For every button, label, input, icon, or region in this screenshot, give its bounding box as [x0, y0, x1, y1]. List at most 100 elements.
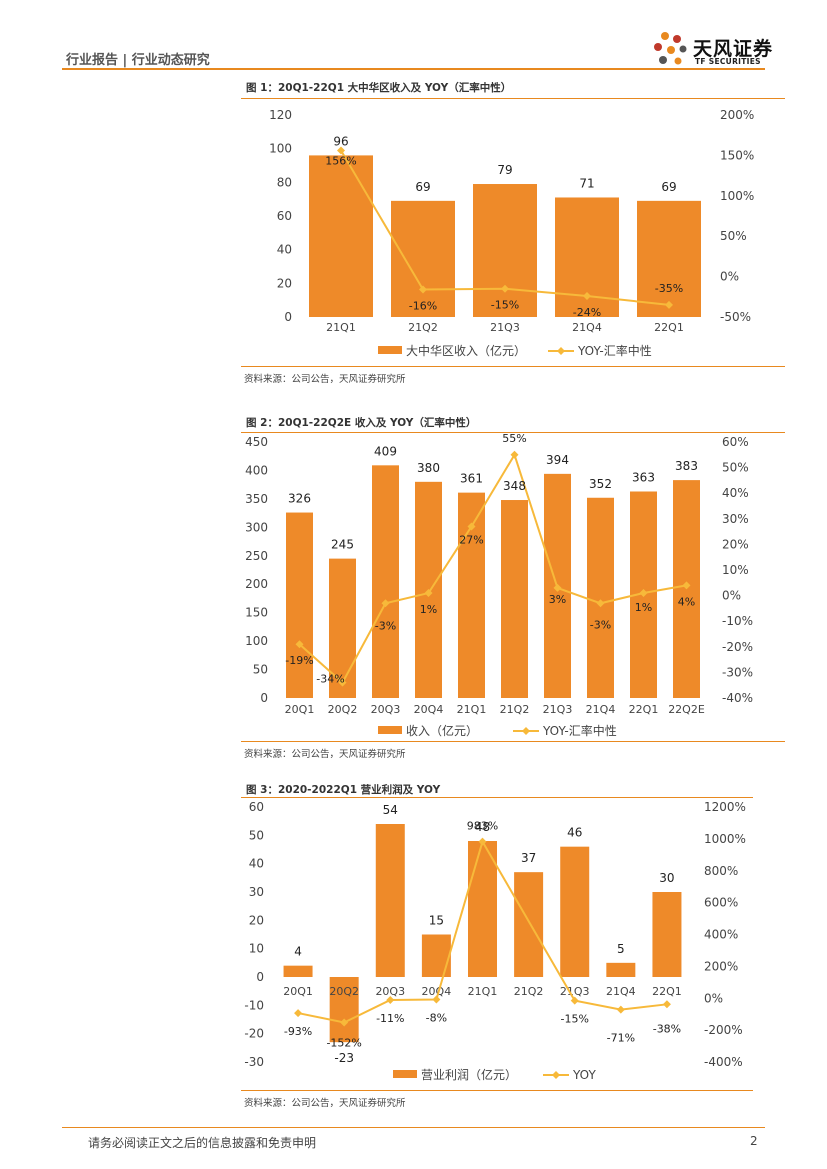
right-axis-tick-label: 100% — [720, 189, 754, 203]
brand-logo-icon — [654, 32, 687, 65]
header-divider — [62, 68, 765, 70]
category-tick-label: 20Q1 — [283, 985, 313, 998]
right-axis-tick-label: 0% — [722, 589, 741, 603]
legend-line-label: YOY-汇率中性 — [542, 723, 617, 738]
right-axis-tick-label: 150% — [720, 148, 754, 162]
legend-line-label: YOY — [572, 1068, 596, 1082]
yoy-line — [298, 452, 687, 685]
figure-2-bottom-rule — [241, 741, 785, 742]
bar-value-label: 409 — [374, 444, 397, 458]
yoy-point — [665, 300, 673, 309]
category-tick-label: 22Q1 — [652, 985, 682, 998]
right-axis-tick-label: 60% — [722, 435, 749, 449]
left-axis-tick-label: 250 — [245, 549, 268, 563]
yoy-line — [297, 839, 668, 1024]
yoy-point — [583, 291, 591, 300]
bar-value-label: 71 — [579, 176, 594, 190]
category-tick-label: 21Q1 — [468, 985, 498, 998]
yoy-point — [432, 995, 441, 1004]
yoy-point — [337, 146, 345, 155]
right-axis-tick-label: 200% — [704, 959, 738, 973]
bar-value-label: 352 — [589, 477, 612, 491]
category-tick-label: 20Q4 — [414, 703, 444, 716]
left-axis-tick-label: 10 — [249, 942, 264, 956]
yoy-value-label: -3% — [590, 618, 611, 631]
right-axis-tick-label: 40% — [722, 486, 749, 500]
category-tick-label: 20Q2 — [328, 703, 358, 716]
right-axis-tick-label: 10% — [722, 563, 749, 577]
right-axis-tick-label: -50% — [720, 310, 751, 324]
right-axis-tick-label: 0% — [720, 270, 739, 284]
bar-value-label: 46 — [567, 826, 582, 840]
legend-line-marker — [522, 727, 530, 735]
bar — [421, 934, 451, 977]
bar — [391, 200, 455, 317]
left-axis-tick-label: 400 — [245, 463, 268, 477]
legend-bar-swatch — [378, 726, 402, 734]
figure-2-title: 图 2：20Q1-22Q2E 收入及 YOY（汇率中性） — [246, 417, 477, 429]
yoy-point — [478, 837, 487, 846]
bar — [501, 500, 528, 698]
left-axis-tick-label: -30 — [244, 1055, 264, 1069]
yoy-point — [419, 285, 427, 294]
yoy-value-label: -38% — [653, 1022, 681, 1035]
bar-value-label: 383 — [675, 459, 698, 473]
yoy-point — [596, 599, 605, 608]
left-axis-tick-label: 100 — [269, 142, 292, 156]
right-axis-tick-label: 200% — [720, 108, 754, 122]
bar — [283, 965, 313, 977]
right-axis-tick-label: 600% — [704, 896, 738, 910]
category-tick-label: 21Q2 — [500, 703, 530, 716]
yoy-point — [639, 589, 648, 598]
legend-line-marker — [557, 347, 565, 355]
yoy-point — [570, 996, 579, 1005]
right-axis-tick-label: 800% — [704, 864, 738, 878]
left-axis-tick-label: 100 — [245, 634, 268, 648]
left-axis-tick-label: 450 — [245, 435, 268, 449]
right-axis-tick-label: 0% — [704, 991, 723, 1005]
category-tick-label: 21Q3 — [490, 321, 520, 334]
figure-3-source: 资料来源：公司公告，天风证券研究所 — [244, 1098, 406, 1109]
left-axis-tick-label: 150 — [245, 606, 268, 620]
left-axis-tick-label: 30 — [249, 885, 264, 899]
yoy-point — [553, 583, 562, 592]
figure-1-source: 资料来源：公司公告，天风证券研究所 — [244, 374, 406, 385]
legend-bar-label: 大中华区收入（亿元） — [406, 343, 526, 358]
figure-1-title: 图 1：20Q1-22Q1 大中华区收入及 YOY（汇率中性） — [246, 82, 512, 94]
yoy-value-label: 1% — [635, 601, 652, 614]
right-axis-tick-label: -400% — [704, 1055, 743, 1069]
yoy-value-label: 55% — [502, 432, 526, 445]
category-tick-label: 20Q1 — [285, 703, 315, 716]
category-tick-label: 21Q4 — [606, 985, 636, 998]
yoy-point — [501, 284, 509, 293]
bar-value-label: 96 — [333, 134, 348, 148]
left-axis-tick-label: 20 — [249, 913, 264, 927]
footer-disclaimer: 请务必阅读正文之后的信息披露和免责申明 — [88, 1136, 317, 1150]
bar-value-label: 5 — [617, 942, 625, 956]
bar — [372, 465, 399, 698]
bar-value-label: 54 — [383, 803, 398, 817]
left-axis-tick-label: 60 — [277, 209, 292, 223]
right-axis-tick-label: 20% — [722, 537, 749, 551]
bar-value-label: 69 — [661, 180, 676, 194]
category-tick-label: 21Q1 — [457, 703, 487, 716]
bar-value-label: 30 — [659, 871, 674, 885]
yoy-value-label: 983% — [467, 820, 498, 833]
bar — [309, 155, 373, 317]
left-axis-tick-label: 50 — [249, 828, 264, 842]
yoy-value-label: -93% — [284, 1025, 312, 1038]
yoy-value-label: 3% — [549, 593, 566, 606]
bar — [329, 977, 359, 1043]
category-tick-label: 22Q2E — [668, 703, 705, 716]
figure-3-title: 图 3：2020-2022Q1 营业利润及 YOY — [246, 784, 441, 796]
figure-2-source: 资料来源：公司公告，天风证券研究所 — [244, 749, 406, 760]
yoy-value-label: -15% — [561, 1013, 589, 1026]
figure-2-top-rule — [241, 432, 785, 433]
yoy-point — [386, 996, 395, 1005]
yoy-value-label: 156% — [325, 155, 356, 168]
yoy-point — [510, 450, 519, 459]
right-axis-tick-label: 50% — [722, 461, 749, 475]
right-axis-tick-label: -200% — [704, 1023, 743, 1037]
bar-value-label: 245 — [331, 538, 354, 552]
bar-value-label: 4 — [294, 945, 302, 959]
